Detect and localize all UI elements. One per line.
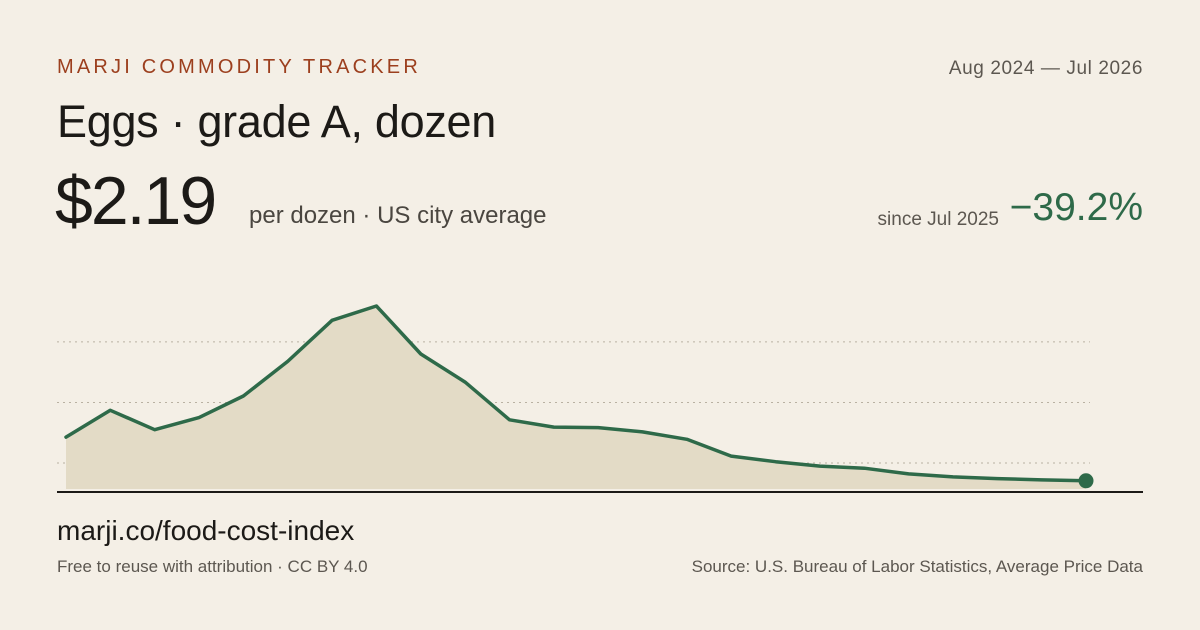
footer-url[interactable]: marji.co/food-cost-index [57, 515, 355, 546]
price-area-chart [57, 304, 1143, 493]
change-percent: −39.2% [1009, 186, 1143, 229]
chart-series-line [64, 304, 1088, 483]
date-range: Aug 2024 — Jul 2026 [948, 58, 1143, 79]
price-unit: per dozen · US city average [249, 202, 547, 229]
current-price: $2.19 [55, 163, 217, 239]
change-since-label: since Jul 2025 [877, 209, 999, 230]
license-note: Free to reuse with attribution · CC BY 4… [57, 557, 368, 576]
chart-area-fill [66, 306, 1086, 489]
chart-points [1078, 473, 1094, 489]
source-note: Source: U.S. Bureau of Labor Statistics,… [691, 557, 1143, 576]
brand-label: MARJI COMMODITY TRACKER [57, 56, 421, 78]
page-title: Eggs · grade A, dozen [57, 96, 496, 147]
latest-data-point [1078, 473, 1094, 489]
